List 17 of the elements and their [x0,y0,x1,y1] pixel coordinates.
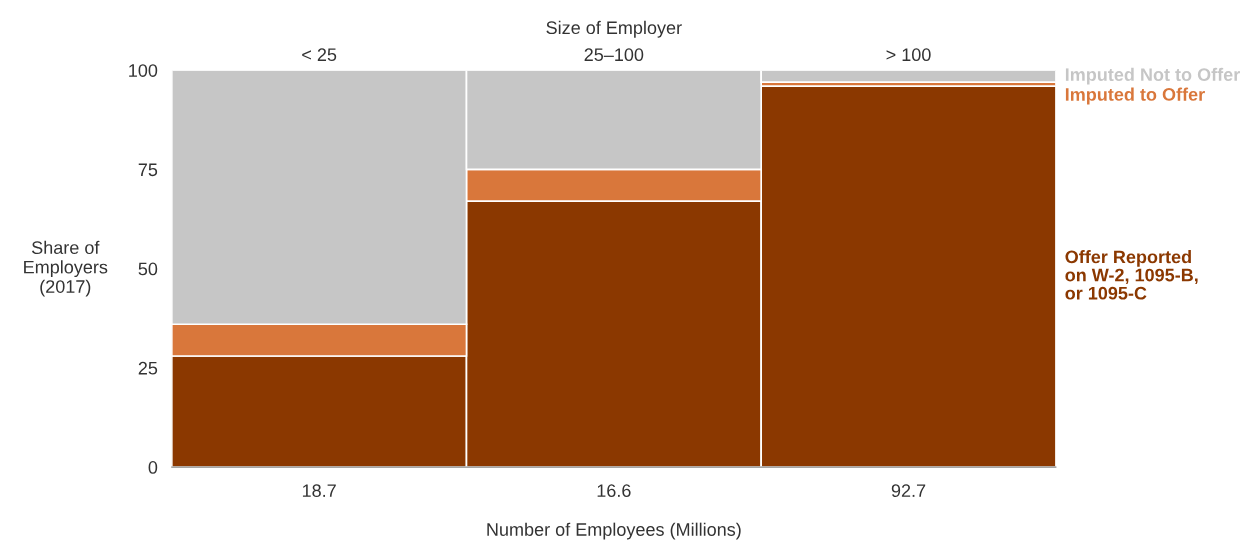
x-tick-label: < 25 [302,48,337,62]
series-label: Imputed Not to Offer [1065,67,1240,85]
text: 92.7 [891,484,926,498]
x2-axis-title: Size of Employer [546,20,682,38]
x-tick-label: > 100 [886,48,931,62]
y-axis-title: Share of Employers (2017) [24,240,108,297]
y-tick-label: 50 [138,262,158,276]
series-label: Offer Reported on W-2, 1095-B, or 1095-C [1065,250,1198,300]
text: 18.7 [302,484,336,498]
x-axis-title: Number of Employees (Millions) [487,522,741,540]
y-tick-label: 25 [138,361,158,375]
y-tick-label: 75 [138,163,158,177]
series-label: Imputed to Offer [1065,87,1205,105]
y-tick-label: 0 [148,461,158,474]
x-tick-label: 25–100 [584,48,644,62]
text: 16.6 [597,484,631,498]
y-tick-label: 100 [129,64,158,77]
